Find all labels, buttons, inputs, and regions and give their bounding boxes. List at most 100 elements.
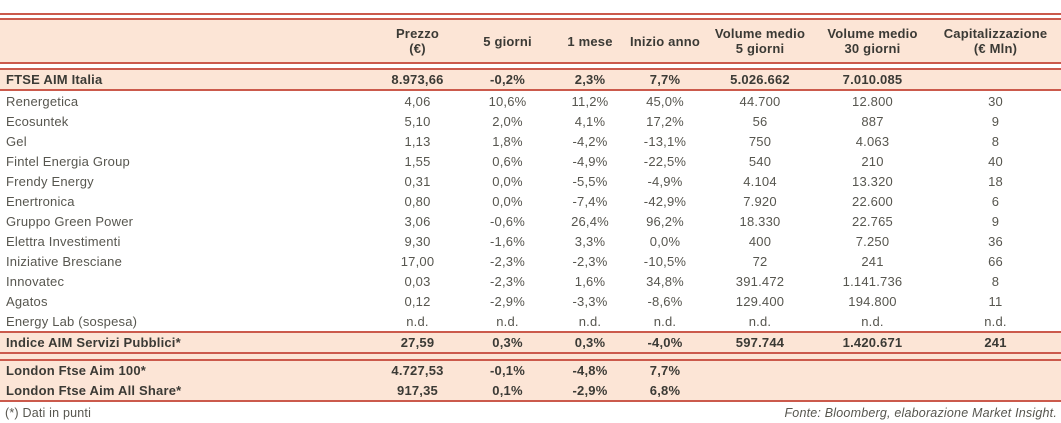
5-giorni-cell: 1,8%	[492, 133, 523, 149]
1-mese-cell: 2,3%	[574, 72, 606, 87]
table-top-inner-border	[0, 18, 1061, 20]
volume-5-cell: 72	[752, 253, 768, 269]
row-name-cell: Ecosuntek	[6, 113, 69, 129]
row-name-cell: Fintel Energia Group	[6, 153, 130, 169]
prezzo-cell: 4,06	[404, 93, 431, 109]
volume-30-cell: 13.320	[852, 173, 893, 189]
inizio-anno-cell: 45,0%	[646, 93, 684, 109]
index-row-top-border	[0, 68, 1061, 70]
london-ftse-section: London Ftse Aim 100* 4.727,53 -0,1% -4,8…	[0, 361, 1061, 400]
prezzo-cell: 917,35	[397, 382, 438, 398]
volume-30-cell: 194.800	[848, 293, 897, 309]
capitalizzazione-cell: 8	[991, 273, 1000, 289]
prezzo-cell: n.d.	[406, 313, 429, 329]
header-cell-1-mese: 1 mese	[555, 34, 625, 49]
5-giorni-cell: -1,6%	[490, 233, 525, 249]
row-name-cell: Iniziative Bresciane	[6, 253, 122, 269]
company-row: Energy Lab (sospesa) n.d. n.d. n.d. n.d.…	[0, 311, 1061, 331]
servizi-row-top-border	[0, 331, 1061, 333]
inizio-anno-cell: 0,0%	[649, 233, 681, 249]
header-cell-5-giorni: 5 giorni	[460, 34, 555, 49]
1-mese-cell: 4,1%	[574, 113, 606, 129]
row-name-cell: Enertronica	[6, 193, 75, 209]
capitalizzazione-cell: n.d.	[984, 313, 1007, 329]
5-giorni-cell: 0,0%	[492, 173, 523, 189]
inizio-anno-cell: 7,7%	[649, 72, 681, 87]
inizio-anno-cell: 34,8%	[646, 273, 684, 289]
inizio-anno-cell: -42,9%	[643, 193, 687, 209]
prezzo-cell: 0,12	[404, 293, 431, 309]
volume-30-cell: 4.063	[855, 133, 890, 149]
header-label: 5 giorni	[483, 33, 532, 49]
london-row: London Ftse Aim All Share* 917,35 0,1% -…	[0, 380, 1061, 400]
prezzo-cell: 3,06	[404, 213, 431, 229]
capitalizzazione-cell: 9	[991, 113, 1000, 129]
volume-5-cell: 391.472	[735, 273, 785, 289]
row-name-cell: Renergetica	[6, 93, 79, 109]
1-mese-cell: 26,4%	[571, 213, 609, 229]
header-cell-prezzo: Prezzo (€)	[375, 26, 460, 56]
1-mese-cell: -4,9%	[572, 153, 608, 169]
company-rows-section: Renergetica 4,06 10,6% 11,2% 45,0% 44.70…	[0, 91, 1061, 331]
inizio-anno-cell: 7,7%	[649, 363, 681, 379]
company-row: Elettra Investimenti 9,30 -1,6% 3,3% 0,0…	[0, 231, 1061, 251]
company-row: Fintel Energia Group 1,55 0,6% -4,9% -22…	[0, 151, 1061, 171]
5-giorni-cell: -0,1%	[490, 363, 525, 379]
source-note: Fonte: Bloomberg, elaborazione Market In…	[784, 406, 1057, 420]
row-name-cell: Frendy Energy	[6, 173, 94, 189]
prezzo-cell: 5,10	[404, 113, 431, 129]
row-name-cell: FTSE AIM Italia	[6, 72, 103, 87]
inizio-anno-cell: 96,2%	[646, 213, 684, 229]
5-giorni-cell: -0,6%	[490, 213, 525, 229]
inizio-anno-cell: -4,0%	[647, 335, 683, 350]
row-name-cell: Innovatec	[6, 273, 65, 289]
volume-30-cell: 12.800	[852, 93, 893, 109]
volume-5-cell: 129.400	[735, 293, 785, 309]
row-name-cell: Energy Lab (sospesa)	[6, 313, 138, 329]
row-name-cell: London Ftse Aim 100*	[6, 363, 147, 379]
border-gap	[0, 15, 1061, 18]
capitalizzazione-cell: 8	[991, 133, 1000, 149]
1-mese-cell: 1,6%	[574, 273, 606, 289]
prezzo-cell: 8.973,66	[391, 72, 444, 87]
5-giorni-cell: 2,0%	[492, 113, 523, 129]
5-giorni-cell: 0,6%	[492, 153, 523, 169]
inizio-anno-cell: -10,5%	[643, 253, 687, 269]
volume-30-cell: 1.420.671	[842, 335, 903, 350]
prezzo-cell: 0,31	[404, 173, 431, 189]
row-name-cell: Agatos	[6, 293, 48, 309]
1-mese-cell: -7,4%	[572, 193, 608, 209]
header-label: Volume medio	[827, 26, 918, 41]
volume-30-cell: 241	[861, 253, 884, 269]
header-label: Capitalizzazione	[943, 26, 1048, 41]
header-label: 30 giorni	[844, 41, 901, 56]
header-label: Prezzo	[395, 26, 440, 41]
servizi-row-bottom-border	[0, 352, 1061, 354]
5-giorni-cell: 0,0%	[492, 193, 523, 209]
inizio-anno-cell: -4,9%	[647, 173, 683, 189]
header-label: Inizio anno	[629, 33, 701, 49]
volume-5-cell: 56	[752, 113, 768, 129]
volume-5-cell: 5.026.662	[730, 72, 790, 87]
header-label: (€)	[409, 41, 426, 56]
prezzo-cell: 27,59	[400, 335, 435, 350]
5-giorni-cell: -2,3%	[490, 273, 525, 289]
header-label: Volume medio	[714, 26, 806, 41]
company-row: Agatos 0,12 -2,9% -3,3% -8,6% 129.400 19…	[0, 291, 1061, 311]
company-row: Renergetica 4,06 10,6% 11,2% 45,0% 44.70…	[0, 91, 1061, 111]
row-name-cell: Gruppo Green Power	[6, 213, 134, 229]
header-cell-volume-medio-30: Volume medio 30 giorni	[815, 26, 930, 56]
1-mese-cell: 11,2%	[571, 93, 609, 109]
volume-5-cell: 540	[748, 153, 772, 169]
volume-30-cell: 22.765	[852, 213, 893, 229]
volume-30-cell: n.d.	[861, 313, 884, 329]
table-bottom-border	[0, 400, 1061, 402]
volume-5-cell: 18.330	[739, 213, 781, 229]
volume-30-cell: 22.600	[852, 193, 893, 209]
inizio-anno-cell: 6,8%	[649, 382, 681, 398]
inizio-anno-cell: -22,5%	[643, 153, 687, 169]
row-name-cell: Elettra Investimenti	[6, 233, 121, 249]
top-margin	[0, 0, 1061, 13]
header-label: 1 mese	[567, 33, 613, 49]
1-mese-cell: -3,3%	[572, 293, 608, 309]
